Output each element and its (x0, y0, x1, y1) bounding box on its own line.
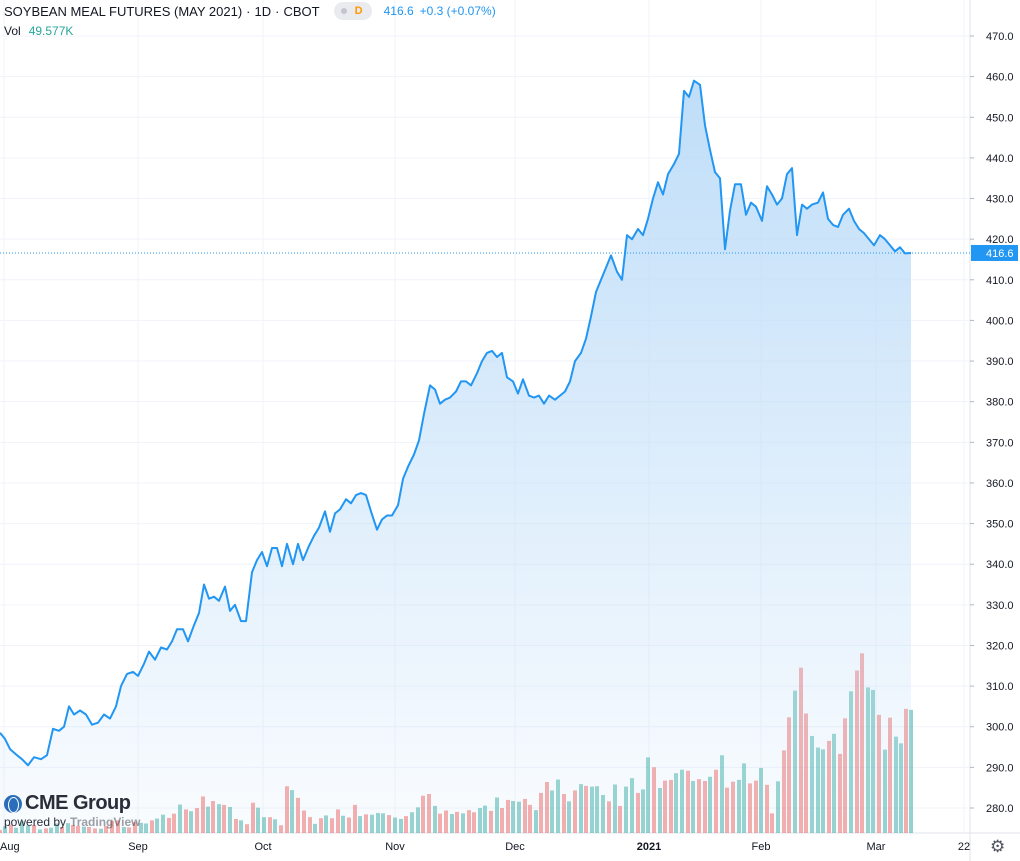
time-axis[interactable]: Aug Sep Oct Nov Dec 2021 Feb Mar 22 (0, 841, 970, 853)
x-tick-label: Dec (505, 841, 525, 853)
volume-value: 49.577K (28, 24, 74, 38)
exchange-label: CBOT (283, 3, 320, 19)
price-change: +0.3 (+0.07%) (419, 4, 496, 18)
y-tick-label: 290.0 (986, 762, 1014, 774)
price-tag-label: 416.6 (986, 248, 1014, 260)
y-tick-label: 410.0 (986, 275, 1014, 287)
separator: · (246, 3, 251, 19)
x-tick-label: Sep (128, 841, 148, 853)
y-tick-label: 420.0 (986, 234, 1014, 246)
symbol-title[interactable]: SOYBEAN MEAL FUTURES (MAY 2021) (4, 3, 243, 19)
y-tick-label: 400.0 (986, 315, 1014, 327)
price-tag-bg (971, 244, 1018, 261)
y-tick-label: 360.0 (986, 478, 1014, 490)
chart-legend: SOYBEAN MEAL FUTURES (MAY 2021) · 1D · C… (4, 2, 496, 20)
y-tick-label: 300.0 (986, 722, 1014, 734)
x-tick-label: 22 (958, 841, 970, 853)
x-tick-label: Aug (0, 841, 20, 853)
price-area-fill (0, 80, 911, 833)
cme-logo-text: CME Group (25, 792, 131, 814)
y-tick-label: 280.0 (986, 803, 1014, 815)
price-line (0, 79, 912, 767)
x-tick-label: Nov (385, 841, 405, 853)
y-tick-label: 460.0 (986, 72, 1014, 84)
x-tick-label: 2021 (637, 841, 661, 853)
y-tick-label: 330.0 (986, 600, 1014, 612)
x-tick-label: Oct (254, 841, 271, 853)
y-tick-label: 370.0 (986, 437, 1014, 449)
tradingview-link[interactable]: TradingView (70, 815, 141, 829)
separator: · (275, 3, 280, 19)
volume-label: Vol (4, 24, 21, 38)
powered-by-label: powered by (4, 815, 67, 829)
interval-label: 1D (254, 3, 272, 19)
y-tick-label: 390.0 (986, 356, 1014, 368)
x-tick-label: Mar (867, 841, 886, 853)
y-tick-label: 380.0 (986, 397, 1014, 409)
x-tick-label: Feb (752, 841, 771, 853)
y-tick-label: 320.0 (986, 640, 1014, 652)
y-tick-label: 470.0 (986, 31, 1014, 43)
y-tick-label: 340.0 (986, 559, 1014, 571)
delayed-label: D (354, 5, 363, 17)
last-price-tag: 416.6 (971, 244, 1018, 261)
y-tick-label: 310.0 (986, 681, 1014, 693)
settings-gear-icon[interactable]: ⚙ (990, 837, 1006, 856)
price-axis[interactable]: 280.0 290.0 300.0 310.0 320.0 330.0 340.0 350.0… (970, 31, 1014, 815)
y-tick-label: 430.0 (986, 194, 1014, 206)
cme-group-logo[interactable]: CME Group (4, 792, 131, 815)
cme-globe-icon (4, 794, 22, 813)
last-price: 416.6 (383, 4, 414, 18)
status-dot-icon (340, 8, 347, 14)
powered-by[interactable]: powered by TradingView (4, 815, 141, 829)
y-tick-label: 440.0 (986, 153, 1014, 165)
volume-legend: Vol 49.577K (4, 24, 73, 38)
data-status-badge[interactable]: D (333, 2, 372, 20)
y-tick-label: 350.0 (986, 519, 1014, 531)
y-tick-label: 450.0 (986, 112, 1014, 124)
